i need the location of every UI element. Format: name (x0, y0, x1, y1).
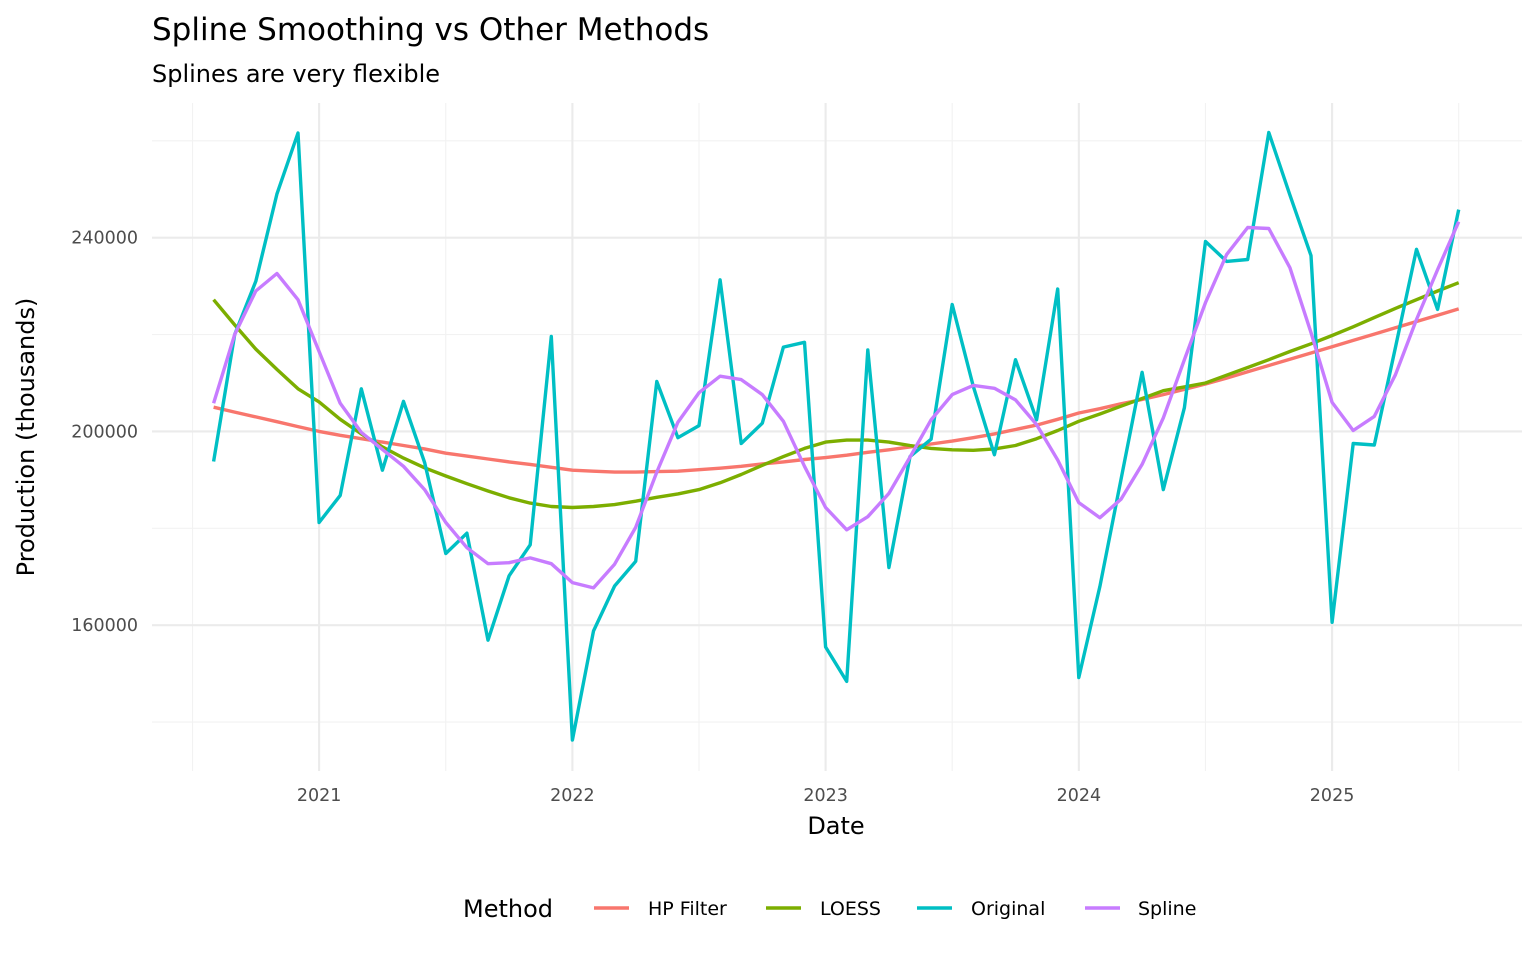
series-line-hp-filter (213, 307, 1460, 474)
x-tick-label: 2024 (1057, 786, 1102, 806)
legend-label-original: Original (971, 898, 1045, 920)
x-tick-label: 2025 (1310, 786, 1355, 806)
legend-label-loess: LOESS (820, 898, 881, 920)
major-gridlines (152, 103, 1522, 771)
x-tick-label: 2021 (297, 786, 342, 806)
y-tick-label: 160000 (71, 616, 138, 636)
series-line-loess (212, 281, 1460, 510)
chart-subtitle: Splines are very flexible (152, 60, 440, 88)
y-axis-tick-labels: 160000 200000 240000 (71, 229, 138, 637)
legend-label-spline: Spline (1138, 898, 1196, 920)
legend-title: Method (463, 895, 553, 923)
chart-title: Spline Smoothing vs Other Methods (152, 12, 709, 48)
x-tick-label: 2023 (803, 786, 848, 806)
x-tick-label: 2022 (550, 786, 595, 806)
x-axis-tick-labels: 2021 2022 2023 2024 2025 (297, 786, 1354, 806)
legend-item-original[interactable]: Original (917, 898, 1045, 920)
legend-item-hp-filter[interactable]: HP Filter (594, 898, 727, 920)
y-axis-title: Production (thousands) (12, 298, 40, 577)
legend-item-loess[interactable]: LOESS (766, 898, 881, 920)
series-lines (211, 130, 1461, 742)
legend-label-hp-filter: HP Filter (648, 898, 727, 920)
y-tick-label: 200000 (71, 422, 138, 442)
minor-gridlines (152, 103, 1522, 771)
legend-item-spline[interactable]: Spline (1085, 898, 1196, 920)
y-tick-label: 240000 (71, 229, 138, 249)
legend: Method HP Filter LOESS Original Spline (463, 895, 1196, 923)
series-line-spline (211, 221, 1461, 590)
series-line-original (211, 130, 1461, 742)
x-axis-title: Date (807, 812, 864, 840)
